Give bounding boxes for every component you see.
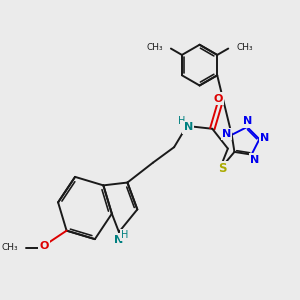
Text: N: N bbox=[260, 133, 270, 143]
Text: N: N bbox=[243, 116, 252, 126]
Text: CH₃: CH₃ bbox=[146, 43, 163, 52]
Text: O: O bbox=[39, 241, 49, 251]
Text: CH₃: CH₃ bbox=[236, 43, 253, 52]
Text: CH₃: CH₃ bbox=[1, 243, 18, 252]
Text: N: N bbox=[222, 129, 231, 139]
Text: N: N bbox=[114, 235, 124, 245]
Text: N: N bbox=[184, 122, 193, 132]
Text: H: H bbox=[178, 116, 185, 126]
Text: O: O bbox=[213, 94, 223, 103]
Text: N: N bbox=[250, 155, 260, 165]
Text: S: S bbox=[218, 162, 227, 175]
Text: H: H bbox=[122, 230, 129, 240]
